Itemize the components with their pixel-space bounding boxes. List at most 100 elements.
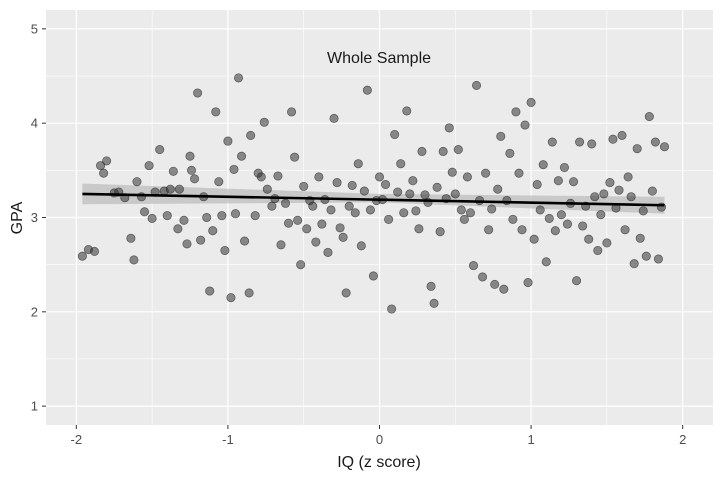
data-point	[635, 233, 645, 243]
data-point	[190, 174, 200, 184]
data-point	[353, 159, 363, 169]
data-point	[617, 130, 627, 140]
data-point	[520, 120, 530, 130]
data-point	[287, 107, 297, 117]
data-point	[168, 166, 178, 176]
data-point	[290, 152, 300, 162]
data-point	[299, 181, 309, 191]
data-point	[487, 204, 497, 214]
x-tick-label: 0	[376, 432, 383, 447]
y-tick-label: 1	[31, 399, 38, 414]
data-point	[468, 261, 479, 271]
data-point	[499, 284, 509, 294]
data-point	[456, 205, 466, 215]
data-point	[246, 130, 256, 140]
data-point	[632, 144, 642, 154]
data-point	[162, 211, 172, 221]
data-point	[335, 223, 345, 233]
fit-line-layer	[82, 192, 665, 207]
data-point	[144, 161, 154, 171]
data-point	[444, 123, 454, 133]
data-point	[650, 137, 660, 147]
data-point	[447, 167, 457, 177]
data-point	[139, 207, 150, 217]
data-point	[556, 210, 566, 220]
data-point	[599, 189, 609, 199]
data-point	[547, 137, 557, 147]
data-point	[478, 272, 488, 282]
data-point	[559, 162, 569, 173]
data-point	[629, 259, 639, 269]
data-point	[326, 205, 336, 215]
data-point	[283, 218, 294, 228]
data-point	[186, 165, 197, 175]
data-point	[344, 201, 354, 211]
data-point	[276, 240, 286, 250]
data-point	[535, 205, 545, 215]
data-point	[614, 185, 624, 195]
data-point	[408, 176, 418, 186]
data-point	[77, 251, 87, 261]
data-point	[426, 281, 436, 291]
data-point	[638, 206, 648, 216]
chart-title: Whole Sample	[327, 50, 431, 67]
y-tick-label: 2	[31, 304, 38, 319]
regression-line	[82, 192, 665, 207]
data-point	[553, 176, 563, 186]
data-point	[626, 192, 636, 202]
data-point	[471, 80, 482, 91]
data-point	[273, 171, 283, 181]
data-point	[223, 136, 233, 146]
data-point	[490, 279, 500, 290]
data-point	[244, 288, 254, 298]
data-point	[641, 251, 651, 261]
x-tick-label: 2	[679, 432, 686, 447]
data-point	[165, 184, 175, 194]
data-point	[240, 236, 250, 246]
data-point	[229, 164, 239, 174]
data-point	[578, 221, 588, 231]
data-point	[420, 190, 430, 200]
data-point	[205, 286, 215, 296]
data-point	[453, 145, 463, 155]
x-tick-label: -2	[71, 432, 83, 447]
data-point	[99, 168, 109, 178]
data-point	[511, 107, 521, 117]
data-point	[484, 225, 494, 235]
data-point	[132, 177, 142, 187]
major-gridlines	[46, 10, 713, 425]
data-point	[230, 209, 241, 219]
data-point	[314, 172, 324, 182]
data-point	[623, 172, 633, 182]
data-point	[493, 184, 503, 194]
data-point	[508, 214, 518, 224]
data-point	[505, 148, 515, 158]
data-point	[356, 241, 366, 251]
data-point	[587, 139, 597, 149]
data-point	[226, 293, 236, 303]
data-point	[280, 198, 291, 208]
data-point	[575, 137, 585, 147]
y-tick-label: 4	[31, 116, 38, 131]
data-point	[89, 246, 100, 257]
y-axis-label: GPA	[9, 201, 26, 234]
data-point	[390, 129, 400, 140]
data-point	[350, 208, 360, 218]
data-point	[173, 224, 183, 234]
x-tick-label: 1	[527, 432, 534, 447]
data-point	[179, 215, 189, 225]
data-point	[429, 298, 439, 308]
data-point	[302, 224, 312, 234]
data-point	[496, 131, 506, 141]
data-point	[262, 184, 272, 194]
data-point	[202, 212, 212, 223]
data-point	[414, 224, 424, 234]
x-axis-ticks: -2 -1 0 1 2	[71, 425, 686, 447]
data-point	[102, 156, 112, 166]
data-point	[396, 159, 406, 169]
data-point	[217, 211, 227, 221]
data-point	[605, 178, 615, 188]
data-point	[568, 177, 579, 187]
data-point	[602, 238, 612, 248]
